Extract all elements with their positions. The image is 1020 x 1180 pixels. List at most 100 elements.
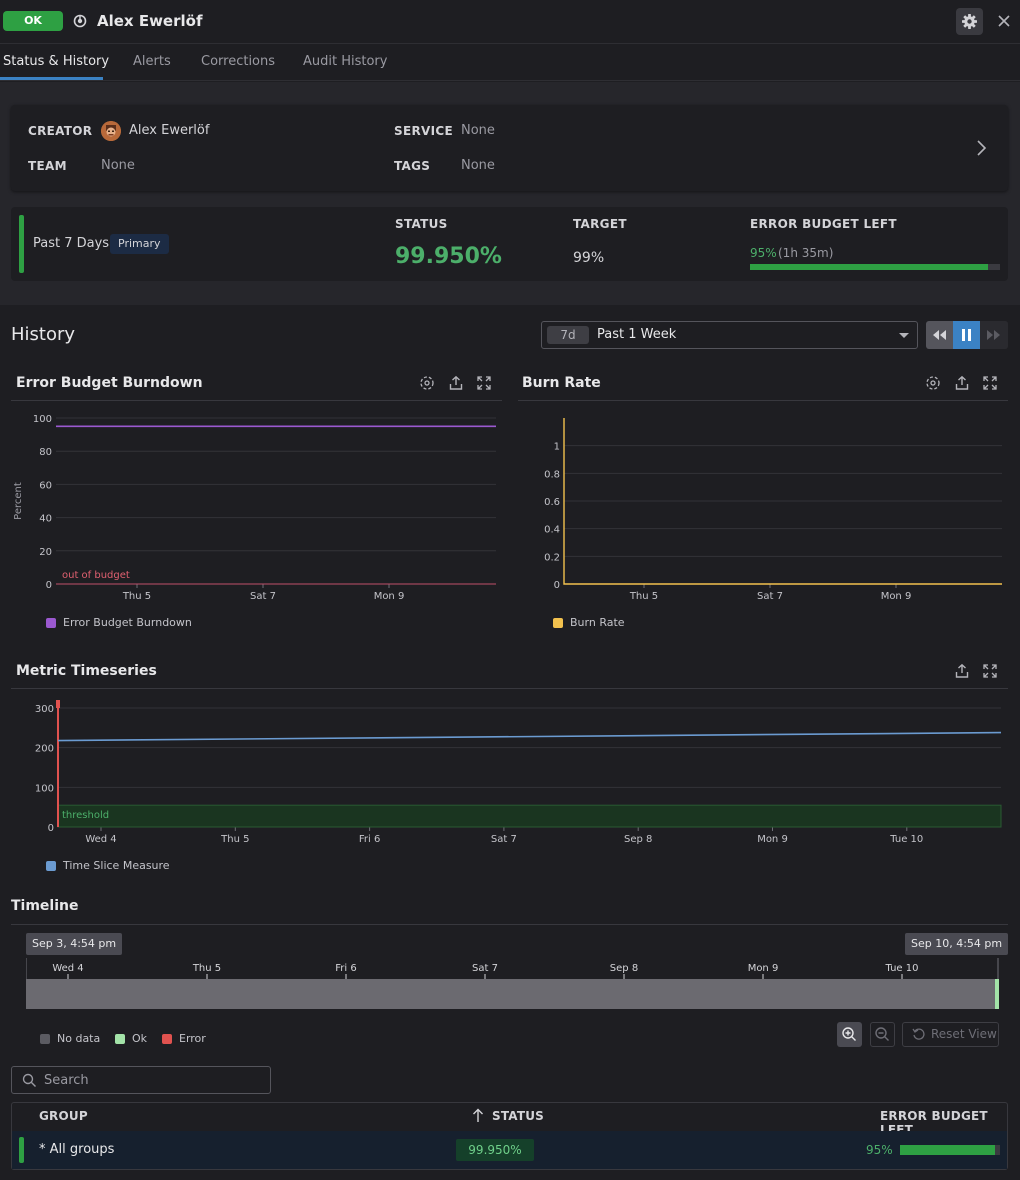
x-tick-label: Sep 8 <box>624 834 652 845</box>
timeline-start: Sep 3, 4:54 pm <box>26 933 123 955</box>
time-range-select[interactable]: 7d Past 1 Week <box>541 321 918 349</box>
chevron-right-icon[interactable] <box>973 138 989 158</box>
time-range-chip: 7d <box>547 326 589 344</box>
legend-swatch-no-data <box>40 1034 50 1044</box>
sort-ascending-icon[interactable] <box>472 1108 484 1123</box>
close-icon[interactable] <box>994 11 1014 31</box>
timeline-tick-label: Sat 7 <box>472 963 498 974</box>
zoom-in-button[interactable] <box>837 1022 862 1047</box>
reset-view-button[interactable]: Reset View <box>902 1022 999 1047</box>
drawer-header: OK Alex Ewerlöf <box>0 0 1020 44</box>
panel-divider <box>11 400 502 401</box>
timeline-end: Sep 10, 4:54 pm <box>905 933 1009 955</box>
details-card[interactable] <box>11 105 1008 191</box>
legend-label-burn-rate[interactable]: Burn Rate <box>570 616 625 629</box>
tab-alerts[interactable]: Alerts <box>133 54 171 69</box>
timeline-bar-no-data[interactable] <box>26 979 999 1009</box>
column-header-status[interactable]: STATUS <box>492 1109 545 1123</box>
y-tick-label: 0.2 <box>544 552 560 563</box>
creator-label: CREATOR <box>28 124 93 138</box>
tab-audit-history[interactable]: Audit History <box>303 54 388 69</box>
zoom-out-button[interactable] <box>870 1022 895 1047</box>
burn-rate-title: Burn Rate <box>522 375 601 391</box>
error-budget-time: (1h 35m) <box>778 246 834 260</box>
objective-period: Past 7 Days <box>33 236 110 251</box>
x-tick-label: Mon 9 <box>881 591 912 602</box>
timeline-bar-ok[interactable] <box>995 979 999 1009</box>
y-tick-label: 0.6 <box>544 497 560 508</box>
timeline-tick-label: Mon 9 <box>748 963 779 974</box>
y-tick-label: 60 <box>39 480 52 491</box>
tags-label: TAGS <box>394 159 431 173</box>
primary-badge: Primary <box>110 234 169 254</box>
search-icon <box>22 1073 36 1087</box>
y-tick-label: 100 <box>33 414 52 425</box>
x-tick-label: Mon 9 <box>374 591 405 602</box>
tab-status-history[interactable]: Status & History <box>3 54 110 69</box>
threshold-label: threshold <box>62 810 109 821</box>
x-tick-label: Mon 9 <box>757 834 788 845</box>
y-tick-label: 200 <box>35 744 54 755</box>
team-label: TEAM <box>28 159 67 173</box>
y-tick-label: 300 <box>35 704 54 715</box>
search-input[interactable] <box>44 1071 264 1089</box>
playback-controls <box>926 321 1008 349</box>
burn-rate-line <box>563 418 1002 585</box>
legend-swatch-burndown <box>46 618 56 628</box>
burndown-title: Error Budget Burndown <box>16 375 203 391</box>
panel-divider <box>11 688 1008 689</box>
expand-icon[interactable] <box>982 375 998 391</box>
y-axis-label: Percent <box>13 482 24 520</box>
export-icon[interactable] <box>954 375 970 391</box>
status-value: 99.950% <box>395 244 502 269</box>
legend-toggle-icon[interactable] <box>419 375 435 391</box>
legend-label-error: Error <box>179 1032 206 1045</box>
column-header-group[interactable]: GROUP <box>39 1109 88 1123</box>
pause-icon[interactable] <box>953 321 980 349</box>
row-status-indicator <box>19 1137 24 1163</box>
x-tick-label: Sat 7 <box>757 591 783 602</box>
y-tick-label: 0 <box>48 823 54 834</box>
error-budget-label: ERROR BUDGET LEFT <box>750 217 897 231</box>
metric-timeseries-chart: 300 200 100 0 Wed 4 Thu 5 Fri 6 Sat 7 Sep 8 Mon 9… <box>35 700 1002 845</box>
target-label: TARGET <box>573 217 627 231</box>
row-error-budget-percent: 95% <box>866 1143 893 1157</box>
tab-bar: Status & History Alerts Corrections Audi… <box>0 44 1020 81</box>
metric-timeseries-title: Metric Timeseries <box>16 663 157 679</box>
timeline-tick-label: Sep 8 <box>610 963 638 974</box>
groups-table <box>11 1102 1008 1170</box>
legend-toggle-icon[interactable] <box>925 375 941 391</box>
y-tick-label: 0.4 <box>544 525 560 536</box>
legend-label-time-slice[interactable]: Time Slice Measure <box>63 859 170 872</box>
legend-swatch-error <box>162 1034 172 1044</box>
expand-icon[interactable] <box>476 375 492 391</box>
reset-view-label: Reset View <box>931 1027 997 1041</box>
row-error-budget-bar <box>900 1145 1000 1155</box>
x-tick-label: Thu 5 <box>629 591 658 602</box>
settings-button[interactable] <box>956 8 983 35</box>
gear-icon <box>962 14 977 29</box>
x-tick-label: Wed 4 <box>85 834 116 845</box>
timeline-tick-label: Thu 5 <box>192 963 221 974</box>
service-value: None <box>461 123 495 138</box>
tab-corrections[interactable]: Corrections <box>201 54 276 69</box>
creator-value[interactable]: Alex Ewerlöf <box>129 123 210 138</box>
export-icon[interactable] <box>448 375 464 391</box>
x-tick-label: Thu 5 <box>122 591 151 602</box>
fast-forward-icon[interactable] <box>980 321 1008 349</box>
expand-icon[interactable] <box>982 663 998 679</box>
timeline-tick-label: Fri 6 <box>335 963 356 974</box>
y-tick-label: 0.8 <box>544 469 560 480</box>
page-title: Alex Ewerlöf <box>97 12 203 30</box>
service-label: SERVICE <box>394 124 453 138</box>
timeline-tick-label: Wed 4 <box>52 963 83 974</box>
legend-label-burndown[interactable]: Error Budget Burndown <box>63 616 192 629</box>
y-tick-label: 100 <box>35 783 54 794</box>
export-icon[interactable] <box>954 663 970 679</box>
search-field[interactable] <box>11 1066 271 1094</box>
panel-divider <box>518 400 1008 401</box>
rewind-icon[interactable] <box>926 321 953 349</box>
y-tick-label: 0 <box>554 580 560 591</box>
y-tick-label: 1 <box>554 442 560 453</box>
zoom-out-icon <box>875 1027 889 1041</box>
